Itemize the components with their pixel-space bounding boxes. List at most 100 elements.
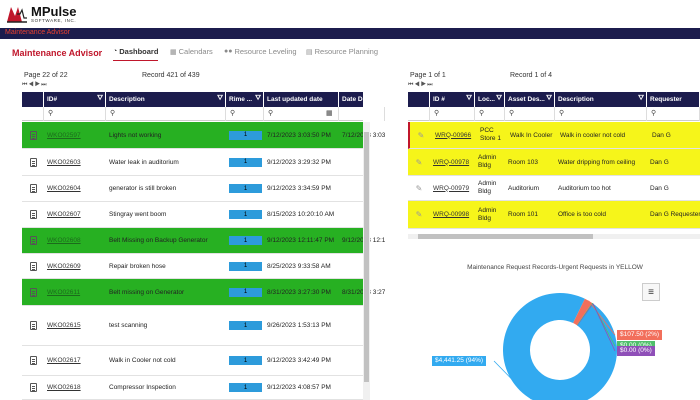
wo-table-row[interactable]: WKO02607 Stingray went boom 1 8/15/2023 10:… [22,202,363,228]
document-icon[interactable] [29,261,37,271]
wo-description: test scanning [109,322,148,329]
wr-filter-asset[interactable]: ⚲ [505,107,555,121]
wo-col-rime[interactable]: Rime ... ⛛ [226,92,264,107]
document-icon[interactable] [29,157,37,167]
wo-col-description[interactable]: Description ⛛ [106,92,226,107]
wr-id-link[interactable]: WRQ-00966 [435,131,472,139]
wo-table-row[interactable]: WKO02597 Lights not working 1 7/12/2023 3:0… [22,122,385,149]
document-icon[interactable] [29,356,37,365]
wo-id-link[interactable]: WKO02603 [47,158,81,166]
wr-table-row[interactable]: ✎ WRQ-00998 Admin Bldg Room 101 Office is to… [408,201,700,229]
wr-filter-id[interactable]: ⚲ [430,107,475,121]
wrench-icon[interactable]: ✎ [417,130,425,140]
wr-location: Admin Bldg [478,154,497,169]
wo-col-last-updated[interactable]: Last updated date [264,92,339,107]
wr-col-id[interactable]: ID # ⛛ [430,92,475,107]
wr-table-row[interactable]: ✎ WRQ-00979 Admin Bldg Auditorium Auditorium… [408,176,700,201]
wo-filter-updated[interactable]: ⚲ ▦ [264,107,339,121]
wo-id-link[interactable]: WKO02609 [47,262,81,270]
wo-last-updated: 8/25/2023 9:33:58 AM [267,262,331,270]
wo-filter-id[interactable]: ⚲ [44,107,106,121]
wo-id-link[interactable]: WKO02617 [47,357,81,364]
wo-rime-cell: 1 [226,228,264,253]
wrench-icon[interactable]: ✎ [415,210,423,219]
wr-description-cell: Walk in cooler not cold [557,122,649,148]
wr-grid-header: ID # ⛛ Loc... ⛛ Asset Des... ⛛ Description ⛛… [408,92,700,107]
wrench-icon[interactable]: ✎ [415,157,423,167]
wo-id-link-cell: WKO02617 [44,346,106,375]
document-icon[interactable] [29,321,37,330]
wo-col-id[interactable]: ID# ⛛ [44,92,106,107]
filter-icon[interactable]: ⛛ [217,95,223,102]
document-icon[interactable] [29,287,37,297]
donut-slice[interactable] [573,298,593,326]
wo-record-info: Record 421 of 439 [142,72,200,79]
wo-id-link-cell: WKO02604 [44,176,106,201]
document-icon[interactable] [29,184,37,193]
filter-icon[interactable]: ⛛ [638,95,644,102]
donut-slice[interactable] [577,303,594,326]
wo-table-row[interactable]: WKO02603 Water leak in auditorium 1 9/12/20… [22,149,363,176]
wr-description: Water dripping from ceiling [558,158,636,166]
wr-id-link[interactable]: WRQ-00978 [433,158,470,166]
wr-col-location[interactable]: Loc... ⛛ [475,92,505,107]
wo-description-cell: Lights not working [106,122,226,148]
wo-id-link[interactable]: WKO02608 [47,237,81,244]
tab-resource-leveling[interactable]: ●● Resource Leveling [224,47,297,56]
wr-table-row[interactable]: ✎ WRQ-00978 Admin Bldg Room 103 Water drippi… [408,149,700,176]
wo-id-link[interactable]: WKO02618 [47,384,81,391]
tab-dashboard[interactable]: ◔ Dashboard [113,47,159,61]
tab-calendars[interactable]: ▦ Calendars [170,47,213,56]
wo-table-row[interactable]: WKO02608 Belt Missing on Backup Generator… [22,228,385,254]
wo-filter-rime[interactable]: ⚲ [226,107,264,121]
wr-pager-arrows[interactable]: ⏮◀▶⏭ [408,82,434,88]
wo-col-date-done[interactable]: Date Done [339,92,385,107]
filter-icon[interactable]: ⛛ [496,95,502,102]
wo-row-icon-cell [22,376,44,399]
wr-id-link[interactable]: WRQ-00998 [433,211,470,218]
wr-table-row[interactable]: ✎ WRQ-00966 PCC Store 1 Walk In Cooler Walk … [408,122,700,149]
document-icon[interactable] [29,210,37,219]
wo-table-row[interactable]: WKO02604 generator is still broken 1 9/12/2… [22,176,363,202]
wo-vertical-scrollbar[interactable] [363,122,370,400]
wr-col-asset[interactable]: Asset Des... ⛛ [505,92,555,107]
donut-slice[interactable] [503,293,617,400]
filter-icon[interactable]: ⛛ [546,95,552,102]
wr-filter-description[interactable]: ⚲ [555,107,647,121]
wo-id-link[interactable]: WKO02615 [47,322,81,329]
document-icon[interactable] [29,236,37,245]
document-icon[interactable] [29,383,37,392]
wo-scroll-thumb[interactable] [364,132,369,382]
wr-filter-location[interactable]: ⚲ [475,107,505,121]
wo-id-link[interactable]: WKO02597 [47,131,81,139]
wr-col-description[interactable]: Description ⛛ [555,92,647,107]
tab-resource-planning[interactable]: ▤ Resource Planning [306,47,378,56]
donut-connector-line [592,303,616,352]
wr-horizontal-scrollbar[interactable] [408,234,700,239]
wo-filter-description[interactable]: ⚲ [106,107,226,121]
donut-slice[interactable] [576,302,593,326]
wo-table-row[interactable]: WKO02615 test scanning 1 9/26/2023 1:53:13 … [22,306,363,346]
filter-icon[interactable]: ⛛ [255,95,261,102]
wo-rime-badge: 1 [229,261,262,271]
wo-table-row[interactable]: WKO02617 Walk in Cooler not cold 1 9/12/202… [22,346,363,376]
wo-id-link-cell: WKO02609 [44,254,106,278]
wr-scroll-thumb[interactable] [418,234,593,239]
wo-id-link[interactable]: WKO02611 [47,288,81,296]
wo-table-row[interactable]: WKO02611 Belt missing on Generator 1 8/31/2… [22,279,385,306]
calendar-picker-icon[interactable]: ▦ [326,110,333,117]
document-icon[interactable] [29,130,37,140]
wo-description-cell: Belt Missing on Backup Generator [106,228,226,253]
donut-data-label: $4,441.25 (94%) [432,356,487,366]
filter-icon[interactable]: ⛛ [97,95,103,102]
wo-description: Lights not working [109,131,162,139]
wo-table-row[interactable]: WKO02609 Repair broken hose 1 8/25/2023 9:3… [22,254,363,279]
filter-icon[interactable]: ⛛ [466,95,472,102]
wo-id-link[interactable]: WKO02604 [47,185,81,192]
wo-id-link[interactable]: WKO02607 [47,211,81,218]
wrench-icon[interactable]: ✎ [415,183,423,193]
wo-pager-arrows[interactable]: ⏮◀▶⏭ [22,82,48,88]
chart-menu-button[interactable]: ≡ [642,283,660,301]
wr-id-link[interactable]: WRQ-00979 [433,184,470,192]
wo-filter-done[interactable] [339,107,385,121]
